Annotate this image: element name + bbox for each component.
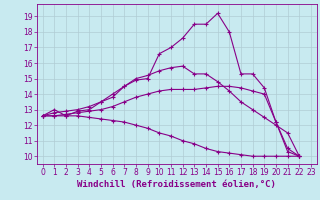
- X-axis label: Windchill (Refroidissement éolien,°C): Windchill (Refroidissement éolien,°C): [77, 180, 276, 189]
